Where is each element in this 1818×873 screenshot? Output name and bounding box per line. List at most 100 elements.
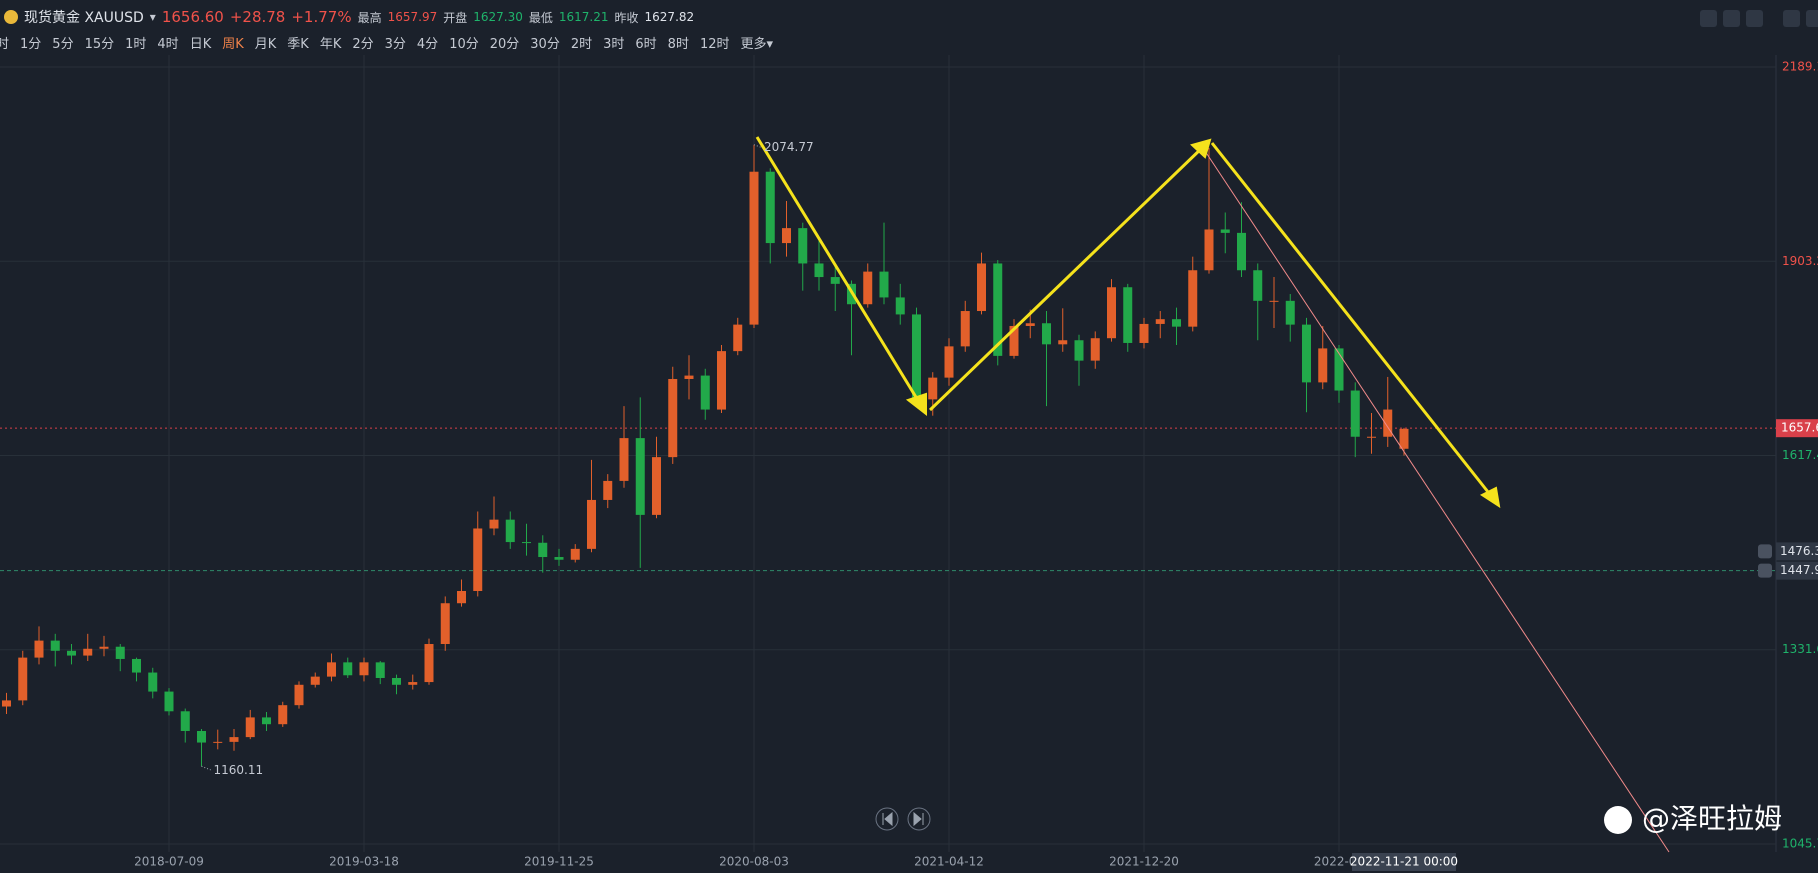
prev-button[interactable]	[875, 807, 899, 831]
candle-body	[359, 662, 369, 676]
x-tick-label: 2020-08-03	[719, 855, 789, 869]
period-tab[interactable]: 1时	[125, 36, 147, 52]
period-tab[interactable]: 2时	[570, 36, 593, 52]
candle-body	[879, 271, 889, 298]
period-tab[interactable]: 年K	[319, 36, 342, 52]
next-button[interactable]	[907, 807, 931, 831]
candle-body	[164, 691, 174, 712]
arrow-down-1	[755, 136, 924, 408]
next-icon	[913, 811, 924, 827]
period-tab[interactable]: 1分	[20, 36, 42, 52]
candle-body	[2, 700, 11, 707]
period-tab[interactable]: 时	[0, 36, 10, 52]
candle-body	[538, 542, 548, 558]
toolbar	[1700, 10, 1763, 27]
period-tab[interactable]: 5分	[52, 36, 74, 52]
drawings: @泽旺拉姆 2074.77 1160.11	[201, 136, 1782, 853]
low-annotation: 1160.11	[214, 763, 264, 777]
candle-body	[1090, 338, 1100, 361]
candle-body	[1107, 287, 1116, 339]
window-buttons	[1783, 10, 1818, 27]
period-tab[interactable]: 6时	[635, 36, 657, 52]
low-label: 最低	[528, 10, 553, 25]
watermark-logo	[1604, 806, 1632, 834]
candle-body	[229, 737, 239, 742]
period-tab[interactable]: 20分	[489, 36, 520, 52]
expand-button[interactable]	[1783, 10, 1800, 27]
candle-body	[440, 603, 450, 645]
candle-body	[310, 676, 320, 685]
candle-body	[765, 171, 775, 244]
candle-body	[1350, 390, 1360, 437]
prev-label: 昨收	[614, 10, 639, 25]
candle-body	[278, 705, 288, 725]
candle-body	[1334, 348, 1344, 391]
period-tab[interactable]: 4分	[416, 36, 439, 52]
arrowhead	[1190, 138, 1212, 159]
period-tab[interactable]: 4时	[157, 36, 179, 52]
symbol[interactable]: 现货黄金 XAUUSD	[24, 10, 144, 26]
high: 1657.97	[387, 10, 438, 24]
candle-body	[570, 548, 580, 560]
x-tick-label: 2022-08	[1314, 855, 1364, 869]
candle-body	[1058, 340, 1068, 345]
period-tab[interactable]: 30分	[530, 36, 560, 52]
watermark: @泽旺拉姆	[1642, 802, 1782, 835]
tool-button[interactable]	[1700, 10, 1717, 27]
candle-body	[1155, 319, 1165, 324]
y-tick-label: 1045.7	[1782, 837, 1818, 851]
candle-body	[83, 648, 93, 656]
period-tab[interactable]: 10分	[449, 36, 479, 52]
high-label: 最高	[357, 10, 382, 25]
candle-body	[944, 346, 954, 378]
period-tabs: 时 1分 5分 15分 1时 4时 日K 周K 月K 季K 年K 2分 3分 4分 10分 20分 30分 2时 3…	[0, 32, 773, 52]
period-tab[interactable]: 日K	[189, 36, 212, 52]
candle-body	[798, 228, 808, 264]
candle-body	[700, 375, 710, 410]
period-tab[interactable]: 季K	[287, 36, 309, 52]
candle-body	[733, 324, 743, 352]
candle-body	[749, 171, 759, 325]
period-tab[interactable]: 周K	[222, 36, 244, 52]
candle-body	[814, 263, 824, 278]
candle-body	[67, 650, 76, 656]
candle-body	[375, 662, 385, 678]
candle-body	[1383, 409, 1393, 437]
period-tab[interactable]: 12时	[699, 36, 730, 52]
tool-button[interactable]	[1746, 10, 1763, 27]
close-button[interactable]	[1806, 10, 1818, 27]
candle-body	[1399, 428, 1409, 449]
candle-body	[132, 658, 141, 673]
tool-button[interactable]	[1723, 10, 1740, 27]
period-tab[interactable]: 月K	[254, 36, 277, 52]
x-tick-label: 2018-07-09	[134, 855, 204, 869]
candle-body	[213, 741, 223, 743]
prev: 1627.82	[644, 10, 695, 24]
candle-body	[489, 519, 499, 529]
arrowhead	[905, 392, 927, 417]
period-tab[interactable]: 3分	[384, 36, 406, 52]
candle-body	[1172, 319, 1181, 327]
period-tab[interactable]: 8时	[667, 36, 689, 52]
candle-body	[473, 528, 483, 592]
candle-body	[392, 677, 401, 685]
crosshair-label: 2022-11-21 00:00	[1350, 855, 1458, 869]
candle-body	[262, 717, 271, 725]
candle-body	[1367, 436, 1376, 438]
period-tab[interactable]: 更多▾	[740, 36, 774, 52]
x-tick-label: 2021-12-20	[1109, 855, 1179, 869]
alert-label: 1447.93	[1780, 563, 1818, 577]
candle-body	[522, 542, 531, 544]
period-tab[interactable]: 15分	[84, 36, 115, 52]
candle-body	[424, 644, 434, 683]
x-tick-label: 2021-04-12	[914, 855, 984, 869]
candle-body	[960, 311, 970, 347]
candle-body	[993, 263, 1003, 356]
price: 1656.60	[161, 8, 224, 26]
period-tab[interactable]: 3时	[603, 36, 625, 52]
arrowhead	[1479, 486, 1501, 509]
period-tab[interactable]: 2分	[352, 36, 374, 52]
dropdown[interactable]: ▾	[149, 10, 156, 24]
candle-body	[684, 375, 694, 379]
